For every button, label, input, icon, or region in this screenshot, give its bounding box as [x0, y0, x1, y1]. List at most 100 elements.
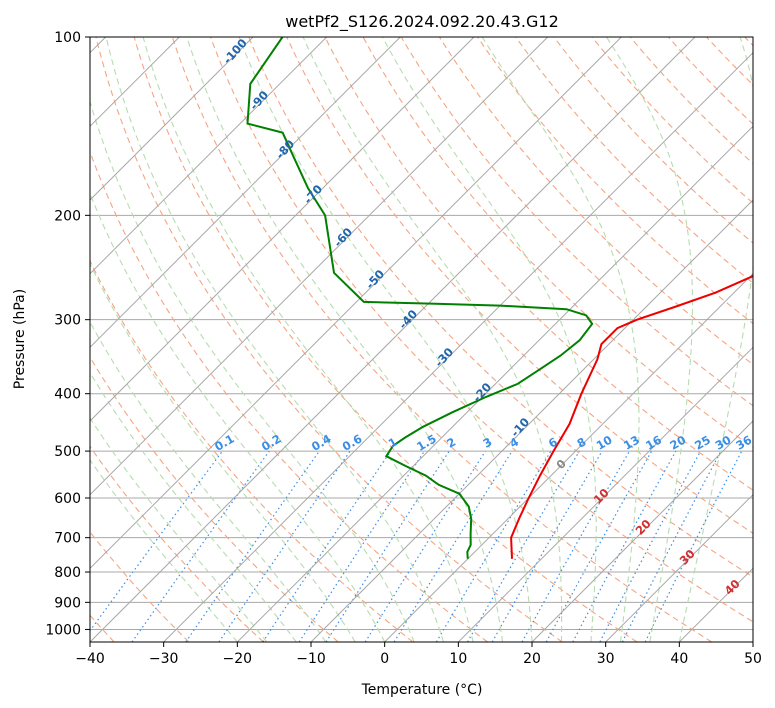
x-tick-label: −40 [75, 651, 105, 667]
moist-adiabat-line [90, 320, 327, 642]
dry-adiabat-line [477, 37, 753, 325]
mixing-ratio-line [644, 450, 743, 642]
isotherm-line [90, 37, 254, 201]
dewpoint-profile [246, 37, 594, 559]
mixing-ratio-label: 30 [713, 433, 734, 453]
isotherm-line [457, 346, 753, 642]
mixing-ratio-label: 10 [594, 433, 615, 453]
y-tick-label: 300 [54, 313, 81, 329]
dry-adiabat-line [629, 37, 753, 165]
mixing-ratio-line [599, 450, 702, 642]
mixing-ratio-line [262, 450, 392, 642]
mixing-ratio-label: 16 [643, 433, 664, 453]
isotherm-line [90, 37, 549, 496]
x-tick-label: 20 [523, 651, 541, 667]
moist-adiabat-line [90, 417, 268, 642]
moist-adiabat-label: -50 [363, 267, 387, 292]
dry-adiabat-line [744, 37, 753, 47]
mixing-ratio-label: 20 [667, 433, 688, 453]
isotherm-line [605, 493, 753, 642]
moist-adiabat-line [606, 37, 694, 642]
mixing-ratio-label: 0.4 [309, 431, 334, 453]
dry-adiabat-line [706, 37, 753, 86]
y-tick-label: 100 [54, 30, 81, 46]
mixing-ratio-line [90, 450, 223, 632]
mixing-ratio-label: 36 [733, 433, 754, 453]
isotherm-line [90, 37, 328, 275]
x-tick-label: −10 [296, 651, 326, 667]
x-axis-label: Temperature (°C) [361, 682, 483, 698]
x-tick-label: 30 [597, 651, 615, 667]
mixing-ratio-label: 0.6 [340, 431, 365, 453]
moist-adiabat-label: -20 [470, 380, 494, 405]
y-tick-label: 800 [54, 565, 81, 581]
mixing-ratio-label: 13 [621, 433, 642, 453]
moist-adiabat-line [90, 459, 238, 642]
moist-adiabat-line [105, 37, 445, 642]
dry-adiabat-line [591, 37, 753, 204]
plot-frame [89, 36, 754, 643]
dry-adiabat-line [95, 37, 563, 642]
dry-adiabat-line [90, 445, 264, 642]
moist-adiabat-line [90, 192, 386, 642]
moist-adiabat-label: -30 [432, 345, 456, 370]
plot-area: 0.1 0.2 0.4 0.6 1 1.5 2 3 4 6 8 10 13 16 20 25 30 36-100-… [90, 36, 754, 642]
dry-adiabat-line [209, 37, 753, 623]
x-tick-label: −20 [223, 651, 253, 667]
mixing-ratio-line [572, 450, 677, 642]
moist-adiabat-line [90, 262, 356, 642]
dry-adiabat-label: 40 [722, 577, 743, 598]
mixing-ratio-line [466, 450, 580, 642]
moist-adiabat-line [142, 37, 474, 642]
mixing-ratio-label: 25 [692, 433, 713, 453]
dry-adiabat-line [90, 150, 488, 642]
x-tick-label: 40 [670, 651, 688, 667]
mixing-ratio-label: 2 [444, 435, 458, 451]
y-tick-label: 900 [54, 595, 81, 611]
dry-adiabat-line [515, 37, 753, 284]
dry-adiabat-line [90, 531, 190, 642]
moist-adiabat-line [238, 37, 533, 642]
mixing-ratio-line [298, 450, 425, 642]
mixing-ratio-label: 8 [574, 435, 588, 451]
moist-adiabat-label: -100 [220, 36, 250, 67]
dry-adiabat-line [400, 37, 753, 407]
moist-adiabat-line [90, 371, 297, 642]
moist-adiabat-line [381, 37, 597, 642]
y-tick-label: 200 [54, 208, 81, 224]
mixing-ratio-label: 3 [480, 435, 494, 451]
dry-adiabat-line [171, 37, 712, 642]
mixing-ratio-label: 0.2 [259, 431, 284, 453]
isotherm-line [90, 37, 401, 349]
mixing-ratio-line [545, 450, 653, 642]
isotherm-line [531, 420, 753, 642]
isotherm-line [90, 37, 475, 422]
mixing-ratio-line [325, 450, 450, 642]
isotherm-line [310, 199, 753, 642]
moist-adiabat-line [481, 37, 640, 642]
y-tick-label: 700 [54, 531, 81, 547]
temperature-profile [510, 274, 753, 559]
dry-adiabat-line [90, 259, 414, 642]
dry-adiabat-label: 10 [591, 486, 612, 507]
y-tick-label: 1000 [45, 622, 81, 638]
mixing-ratio-line [185, 450, 320, 642]
dry-adiabat-label: 20 [633, 517, 654, 538]
isotherm-line [752, 641, 753, 642]
x-tick-label: 50 [744, 651, 762, 667]
dry-adiabat-line [553, 37, 753, 244]
isotherm-line [90, 37, 696, 642]
dry-adiabat-label: 30 [677, 547, 698, 568]
y-tick-label: 500 [54, 444, 81, 460]
dry-adiabat-line [90, 356, 339, 642]
moist-adiabat-label: -70 [301, 182, 325, 207]
moist-adiabat-line [90, 99, 415, 642]
isotherm-line [90, 37, 622, 570]
axis-ticks: −40 −30 −20 −10 0 10 20 30 40 5010020030040050060… [45, 30, 762, 667]
isotherm-line [384, 272, 753, 642]
y-axis-label: Pressure (hPa) [12, 289, 28, 389]
dry-adiabat-line [324, 37, 753, 491]
mixing-ratio-label: 1.5 [414, 431, 439, 453]
